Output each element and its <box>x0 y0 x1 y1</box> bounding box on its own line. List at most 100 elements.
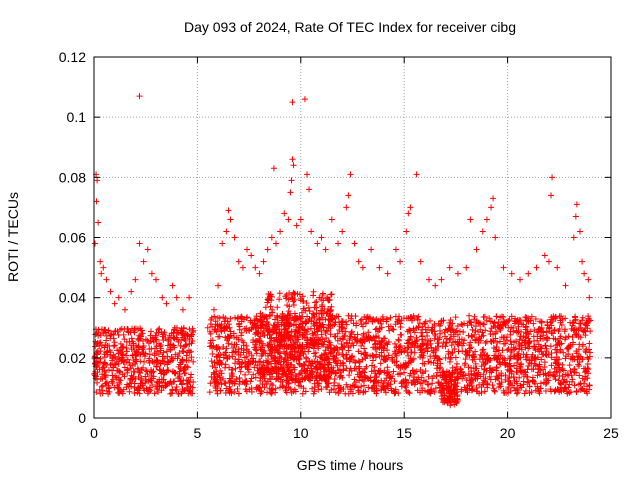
data-point <box>137 351 144 358</box>
data-point <box>220 344 227 351</box>
data-point <box>516 336 523 343</box>
data-point <box>280 313 287 320</box>
data-point <box>298 309 305 316</box>
data-point <box>333 351 340 358</box>
data-point <box>177 365 184 372</box>
data-point <box>297 216 304 223</box>
data-point <box>498 334 505 341</box>
data-point <box>488 325 495 332</box>
data-point <box>265 369 272 376</box>
data-point <box>98 387 105 394</box>
data-point <box>508 347 515 354</box>
data-point <box>283 291 290 298</box>
data-point <box>495 371 502 378</box>
data-point <box>462 356 469 363</box>
data-point <box>577 386 584 393</box>
data-point <box>391 388 398 395</box>
data-point <box>148 345 155 352</box>
data-point <box>540 328 547 335</box>
data-point <box>157 343 164 350</box>
data-point <box>335 313 342 320</box>
data-point <box>163 348 170 355</box>
data-point <box>452 329 459 336</box>
data-point <box>298 297 305 304</box>
data-point <box>184 332 191 339</box>
data-point <box>551 373 558 380</box>
data-point <box>535 326 542 333</box>
data-point <box>256 385 263 392</box>
data-point <box>430 359 437 366</box>
data-point <box>472 348 479 355</box>
data-point <box>274 304 281 311</box>
data-point <box>171 326 178 333</box>
data-point <box>488 204 495 211</box>
data-point <box>585 318 592 325</box>
data-point <box>407 355 414 362</box>
data-point <box>339 374 346 381</box>
data-point <box>208 314 215 321</box>
data-point <box>163 300 170 307</box>
data-point <box>259 351 266 358</box>
data-point <box>321 338 328 345</box>
data-point <box>351 376 358 383</box>
data-point <box>422 320 429 327</box>
data-point <box>136 240 143 247</box>
data-point <box>253 315 260 322</box>
data-point <box>238 329 245 336</box>
data-point <box>289 99 296 106</box>
data-point <box>463 377 470 384</box>
data-point <box>319 361 326 368</box>
data-point <box>456 328 463 335</box>
data-point <box>288 294 295 301</box>
data-point <box>139 337 146 344</box>
data-point <box>258 317 265 324</box>
data-point <box>498 313 505 320</box>
data-point <box>394 316 401 323</box>
data-point <box>439 382 446 389</box>
data-point <box>99 364 106 371</box>
data-point <box>204 324 211 331</box>
data-point <box>285 216 292 223</box>
data-point <box>327 311 334 318</box>
data-point <box>101 344 108 351</box>
data-point <box>573 332 580 339</box>
data-point <box>511 339 518 346</box>
y-tick-label: 0.06 <box>59 230 86 246</box>
data-point <box>264 342 271 349</box>
data-point <box>384 270 391 277</box>
data-point <box>164 342 171 349</box>
data-point <box>306 186 313 193</box>
data-point <box>263 357 270 364</box>
data-point <box>118 388 125 395</box>
data-point <box>220 314 227 321</box>
data-point <box>373 332 380 339</box>
data-point <box>306 316 313 323</box>
data-point <box>567 367 574 374</box>
data-point <box>313 369 320 376</box>
data-point <box>215 282 222 289</box>
data-point <box>579 317 586 324</box>
data-point <box>446 358 453 365</box>
data-point <box>187 388 194 395</box>
data-point <box>112 373 119 380</box>
data-point <box>586 294 593 301</box>
data-point <box>361 382 368 389</box>
data-point <box>378 349 385 356</box>
data-point <box>532 346 539 353</box>
data-point <box>561 326 568 333</box>
data-point <box>226 383 233 390</box>
data-point <box>113 367 120 374</box>
data-point <box>398 331 405 338</box>
data-point <box>521 371 528 378</box>
data-point <box>571 382 578 389</box>
data-point <box>94 379 101 386</box>
data-point <box>373 351 380 358</box>
data-point <box>365 329 372 336</box>
data-point <box>443 339 450 346</box>
data-point <box>517 333 524 340</box>
data-point <box>287 386 294 393</box>
data-point <box>136 332 143 339</box>
data-point <box>548 322 555 329</box>
data-point <box>365 315 372 322</box>
data-point <box>502 376 509 383</box>
